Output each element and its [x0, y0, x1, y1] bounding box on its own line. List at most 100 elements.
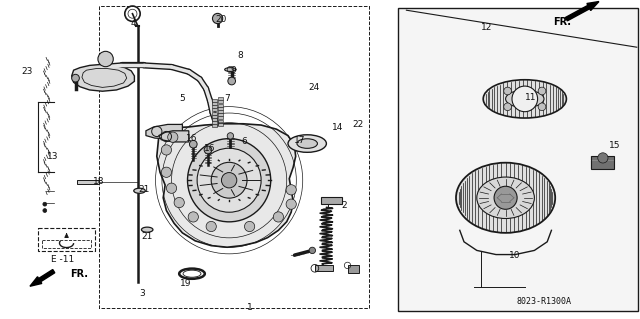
Circle shape: [228, 77, 236, 85]
Text: 6: 6: [242, 137, 247, 146]
Bar: [212, 121, 217, 124]
Ellipse shape: [297, 139, 317, 148]
Bar: [218, 104, 223, 107]
Text: 3: 3: [140, 289, 145, 298]
Bar: [212, 108, 217, 111]
Ellipse shape: [506, 90, 544, 108]
Text: 5: 5: [180, 94, 185, 103]
Circle shape: [286, 199, 296, 209]
Circle shape: [286, 185, 296, 195]
Text: 24: 24: [308, 83, 319, 92]
Bar: [212, 99, 217, 102]
Circle shape: [244, 221, 255, 232]
Text: 12: 12: [481, 23, 492, 32]
Circle shape: [309, 247, 316, 254]
Text: 2: 2: [342, 201, 347, 210]
Circle shape: [538, 87, 546, 95]
Text: 9: 9: [231, 66, 236, 75]
Text: 20: 20: [215, 15, 227, 24]
Ellipse shape: [483, 80, 566, 118]
Bar: [212, 102, 217, 105]
Circle shape: [221, 173, 237, 188]
Bar: [218, 107, 223, 110]
Text: 17: 17: [294, 136, 305, 145]
Circle shape: [43, 209, 47, 212]
Circle shape: [206, 221, 216, 232]
FancyBboxPatch shape: [38, 228, 95, 251]
Ellipse shape: [477, 177, 534, 219]
Bar: [218, 100, 223, 103]
Bar: [212, 124, 217, 127]
Polygon shape: [72, 64, 134, 91]
Circle shape: [188, 212, 198, 222]
Circle shape: [494, 186, 517, 209]
Circle shape: [43, 202, 47, 206]
Text: 21: 21: [138, 185, 150, 194]
Circle shape: [504, 103, 511, 111]
Text: 22: 22: [353, 120, 364, 129]
Text: 8: 8: [237, 51, 243, 60]
Polygon shape: [159, 131, 189, 142]
Ellipse shape: [141, 227, 153, 232]
Bar: [212, 115, 217, 118]
Bar: [348, 265, 359, 273]
Bar: [212, 112, 217, 115]
Bar: [218, 120, 223, 122]
Ellipse shape: [456, 163, 556, 233]
Text: 16: 16: [186, 134, 198, 143]
Text: 13: 13: [47, 152, 59, 161]
Bar: [212, 118, 217, 121]
Circle shape: [161, 167, 172, 177]
Text: 14: 14: [332, 123, 344, 132]
Circle shape: [211, 162, 247, 198]
Bar: [218, 110, 223, 113]
Bar: [218, 113, 223, 116]
Ellipse shape: [288, 135, 326, 152]
Circle shape: [504, 87, 511, 95]
Circle shape: [273, 212, 284, 222]
Text: 19: 19: [180, 279, 191, 288]
Circle shape: [598, 153, 608, 163]
Circle shape: [227, 133, 234, 139]
Text: 15: 15: [609, 141, 620, 150]
Text: FR.: FR.: [70, 269, 88, 279]
Ellipse shape: [225, 68, 236, 71]
Bar: [218, 116, 223, 119]
Circle shape: [174, 197, 184, 208]
Circle shape: [161, 145, 172, 155]
FancyArrow shape: [30, 270, 55, 286]
Polygon shape: [146, 124, 182, 139]
Text: 16: 16: [204, 145, 216, 153]
Circle shape: [189, 140, 197, 148]
Bar: [591, 156, 614, 169]
Text: E -11: E -11: [51, 256, 74, 264]
Bar: [398, 8, 638, 311]
Text: 8023-R1300A: 8023-R1300A: [516, 297, 572, 306]
Circle shape: [188, 139, 271, 222]
Text: 18: 18: [93, 177, 105, 186]
Bar: [218, 97, 223, 100]
Text: 1: 1: [247, 303, 252, 312]
Circle shape: [204, 146, 212, 154]
Text: 7: 7: [225, 94, 230, 103]
Circle shape: [512, 86, 538, 112]
Bar: [212, 105, 217, 108]
Bar: [315, 265, 333, 271]
Text: FR.: FR.: [554, 17, 572, 27]
Text: 21: 21: [141, 232, 153, 241]
Circle shape: [212, 13, 223, 24]
FancyArrow shape: [566, 2, 599, 21]
Polygon shape: [157, 124, 296, 247]
Text: 11: 11: [525, 93, 537, 102]
Circle shape: [166, 183, 177, 193]
Bar: [321, 197, 342, 204]
Text: 4: 4: [131, 19, 136, 28]
Circle shape: [98, 51, 113, 67]
Polygon shape: [77, 180, 99, 184]
Circle shape: [72, 74, 79, 82]
Circle shape: [538, 103, 546, 111]
Ellipse shape: [134, 188, 145, 193]
Bar: [218, 123, 223, 126]
Text: 23: 23: [21, 67, 33, 76]
Text: 10: 10: [509, 251, 521, 260]
